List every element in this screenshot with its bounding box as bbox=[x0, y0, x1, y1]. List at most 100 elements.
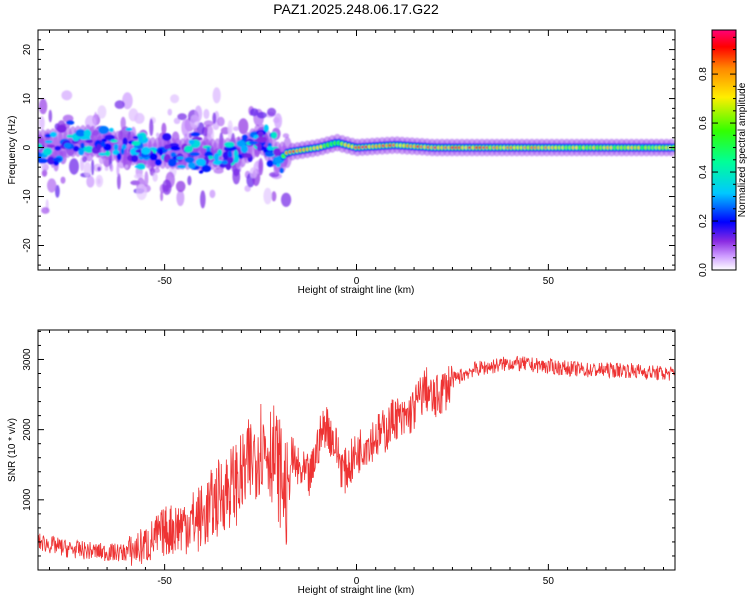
heatmap-cell bbox=[195, 158, 206, 167]
heatmap-cell bbox=[187, 162, 196, 169]
heatmap-cell bbox=[39, 116, 45, 130]
heatmap-cell bbox=[160, 191, 164, 202]
heatmap-cell bbox=[281, 192, 292, 207]
heatmap-cell bbox=[221, 160, 229, 165]
heatmap-cell bbox=[189, 152, 200, 157]
colorbar-tick-label: 0.0 bbox=[698, 263, 709, 277]
heatmap-cell bbox=[44, 140, 53, 144]
heatmap-cell bbox=[181, 119, 190, 137]
heatmap-cell bbox=[256, 136, 267, 143]
spectrogram-ytick-label: 20 bbox=[22, 44, 33, 56]
heatmap-cell bbox=[136, 184, 148, 201]
heatmap-cell bbox=[249, 167, 258, 179]
heatmap-cell bbox=[263, 124, 269, 133]
heatmap-cell bbox=[135, 149, 143, 153]
heatmap-cell bbox=[207, 155, 214, 160]
heatmap-cell bbox=[200, 190, 206, 209]
heatmap-cell bbox=[95, 174, 104, 188]
heatmap-cell bbox=[113, 143, 119, 151]
heatmap-cell bbox=[201, 165, 212, 173]
snr-panel: -50 0 50 1000 2000 3000 Height of straight li… bbox=[7, 329, 676, 596]
heatmap-cell bbox=[190, 132, 200, 137]
heatmap-cell bbox=[161, 122, 167, 135]
heatmap-cell bbox=[52, 157, 62, 162]
heatmap-cell bbox=[125, 127, 133, 131]
snr-ylabel: SNR (10 * v/v) bbox=[7, 418, 18, 482]
colorbar-frame bbox=[711, 29, 737, 271]
heatmap-cell bbox=[130, 147, 140, 157]
spectrogram-ytick-label: 10 bbox=[22, 93, 33, 105]
heatmap-cell bbox=[263, 187, 273, 205]
heatmap-cell bbox=[86, 175, 95, 188]
heatmap-cell bbox=[267, 146, 274, 151]
heatmap-cell bbox=[131, 140, 141, 146]
heatmap-cell bbox=[46, 144, 56, 148]
spectrogram-ylabel: Frequency (Hz) bbox=[7, 116, 18, 185]
heatmap-cell bbox=[224, 141, 235, 148]
heatmap-cell bbox=[248, 141, 259, 145]
heatmap-cell bbox=[209, 189, 216, 199]
heatmap-cell bbox=[225, 162, 232, 171]
heatmap-cell bbox=[114, 100, 125, 109]
heatmap-cell bbox=[162, 133, 172, 141]
heatmap-cell bbox=[176, 164, 186, 169]
heatmap-cell bbox=[91, 159, 95, 176]
heatmap-cell bbox=[194, 105, 203, 122]
spectrogram-xtick-label: 50 bbox=[543, 276, 555, 287]
heatmap-cell bbox=[66, 120, 75, 125]
heatmap-cell bbox=[41, 207, 50, 214]
colorbar-tick-label: 0.6 bbox=[698, 116, 709, 130]
colorbar-gradient bbox=[712, 30, 736, 270]
heatmap-cell bbox=[175, 180, 186, 193]
heatmap-cell bbox=[56, 125, 67, 133]
heatmap-cell bbox=[227, 150, 233, 158]
colorbar-tick-label: 0.8 bbox=[698, 67, 709, 81]
heatmap-cell bbox=[257, 111, 267, 119]
heatmap-cell bbox=[203, 120, 214, 127]
heatmap-cell bbox=[188, 139, 195, 145]
heatmap-cell bbox=[42, 147, 53, 156]
colorbar-tick-label: 0.2 bbox=[698, 214, 709, 228]
heatmap-cell bbox=[173, 117, 181, 125]
heatmap-cell bbox=[121, 144, 127, 150]
spectrogram-xtick-label: 0 bbox=[354, 276, 360, 287]
heatmap-cell bbox=[48, 109, 53, 123]
spectrogram-xlabel: Height of straight line (km) bbox=[298, 285, 415, 296]
heatmap-cell bbox=[100, 141, 106, 148]
heatmap-cell bbox=[243, 153, 252, 158]
heatmap-cell bbox=[124, 164, 129, 169]
heatmap-cell bbox=[75, 129, 86, 137]
colorbar-label: Normalized spectral amplitude bbox=[737, 82, 748, 217]
heatmap-cell bbox=[267, 107, 277, 117]
heatmap-cell bbox=[69, 158, 79, 175]
heatmap-cell bbox=[213, 152, 220, 162]
heatmap-cell bbox=[109, 163, 114, 172]
heatmap-cell bbox=[212, 112, 217, 124]
heatmap-cell bbox=[60, 176, 66, 184]
colorbar: 0.0 0.2 0.4 0.6 0.8 Normalized spectral ampl… bbox=[698, 29, 748, 277]
heatmap-cell bbox=[238, 118, 249, 135]
heatmap-cell bbox=[73, 145, 80, 152]
heatmap-cell bbox=[38, 98, 48, 115]
snr-xlabel: Height of straight line (km) bbox=[298, 585, 415, 596]
heatmap-cell bbox=[217, 116, 225, 127]
heatmap-cell bbox=[97, 166, 101, 172]
heatmap-cell bbox=[232, 168, 241, 185]
heatmap-cell bbox=[257, 142, 262, 152]
heatmap-cell bbox=[137, 134, 143, 141]
heatmap-cell bbox=[273, 148, 281, 156]
heatmap-cell bbox=[85, 139, 93, 144]
snr-ytick-label: 3000 bbox=[22, 348, 33, 371]
heatmap-cell bbox=[241, 134, 248, 141]
heatmap-cell bbox=[164, 144, 172, 150]
snr-series-line bbox=[38, 355, 675, 566]
heatmap-cell bbox=[55, 184, 60, 198]
heatmap-cell bbox=[149, 118, 154, 136]
heatmap-cell bbox=[170, 94, 180, 104]
heatmap-cell bbox=[82, 156, 87, 163]
spectrogram-xtick-label: -50 bbox=[157, 276, 172, 287]
heatmap-cell bbox=[167, 158, 177, 167]
heatmap-cell bbox=[176, 189, 185, 207]
heatmap-cell bbox=[83, 129, 92, 138]
heatmap-cell bbox=[96, 144, 102, 151]
